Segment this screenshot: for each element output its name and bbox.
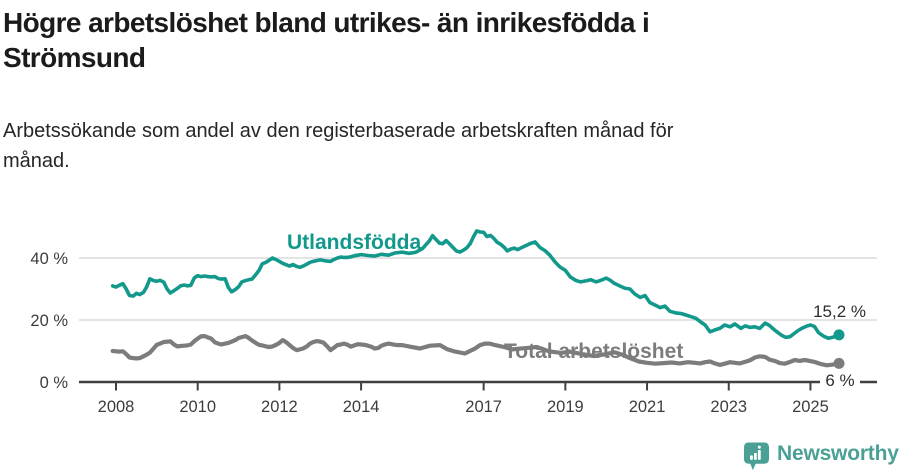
series-end-dot-utlandsfodda — [833, 329, 845, 341]
x-tick-label: 2021 — [629, 398, 666, 416]
series-end-dot-total-arbetsloshet — [833, 357, 845, 369]
x-tick-label: 2012 — [261, 398, 298, 416]
x-tick-label: 2019 — [547, 398, 584, 416]
x-tick-label: 2023 — [710, 398, 747, 416]
end-value-label-bg — [820, 371, 860, 389]
chart-subtitle: Arbetssökande som andel av den registerb… — [3, 116, 843, 176]
x-tick-label: 2010 — [179, 398, 216, 416]
x-tick-label: 2017 — [465, 398, 502, 416]
x-tick-label: 2025 — [792, 398, 829, 416]
series-inline-label-utlandsfodda: Utlandsfödda — [287, 231, 421, 254]
chart-subtitle-line1: Arbetssökande som andel av den registerb… — [3, 120, 674, 142]
newsworthy-brand-name: Newsworthy — [777, 442, 899, 465]
series-line-total-arbetsloshet — [110, 334, 842, 368]
chart-title: Högre arbetslöshet bland utrikes- än inr… — [3, 5, 843, 75]
newsworthy-logo[interactable]: Newsworthy — [743, 441, 899, 471]
y-tick-label: 40 % — [30, 250, 68, 268]
x-tick-label: 2008 — [98, 398, 135, 416]
chart-title-line1: Högre arbetslöshet bland utrikes- än inr… — [3, 7, 650, 38]
y-tick-label: 0 % — [40, 374, 69, 392]
chart-subtitle-line2: månad. — [3, 150, 70, 172]
series-inline-label-total-arbetsloshet: Total arbetslöshet — [504, 340, 683, 363]
end-value-label-total-arbetsloshet: 6 % — [825, 371, 854, 390]
newsworthy-logo-icon — [743, 442, 770, 471]
series-line-utlandsfodda — [110, 229, 841, 341]
x-tick-label: 2014 — [343, 398, 380, 416]
chart-title-line2: Strömsund — [3, 42, 146, 73]
end-value-label-utlandsfodda: 15,2 % — [813, 302, 866, 321]
y-tick-label: 20 % — [30, 312, 68, 330]
